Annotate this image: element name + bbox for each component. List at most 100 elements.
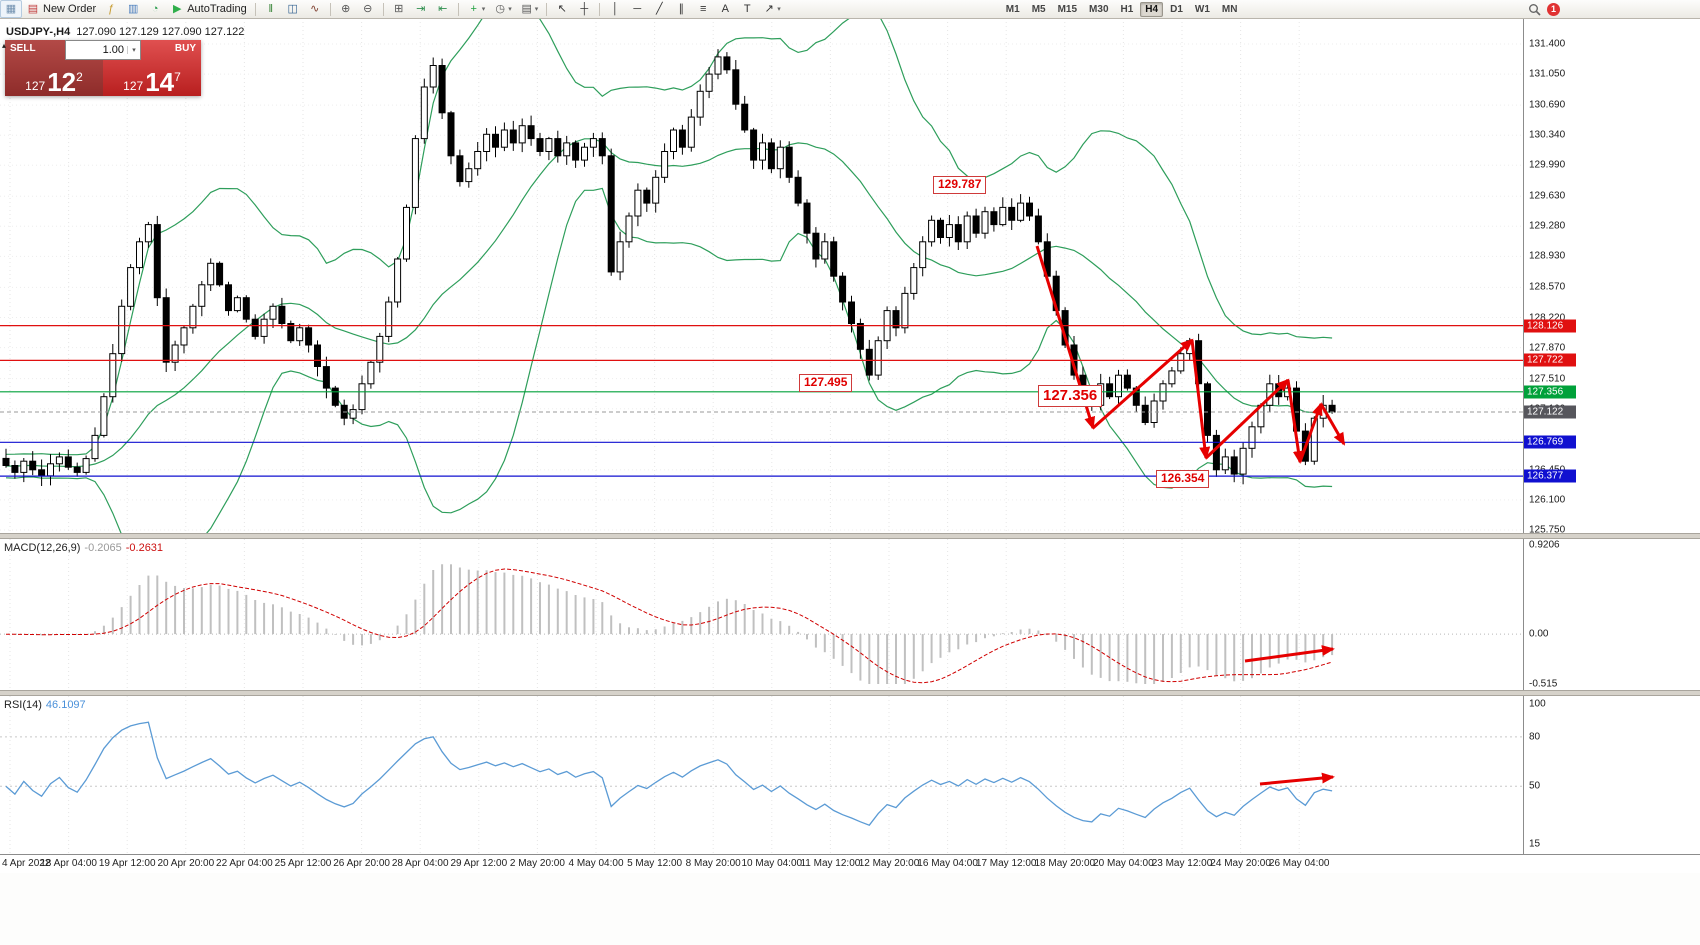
autotrading-button: ▶ [172,3,182,15]
strategy-tester-icon[interactable]: ◔ [144,0,166,18]
ohlc-values: 127.090 127.129 127.090 127.122 [76,26,245,38]
timeframe-m5[interactable]: M5 [1031,3,1046,15]
time-axis[interactable]: 4 Apr 2022 18 Apr 04:00 19 Apr 12:00 20 Apr… [0,854,1700,873]
volume-input[interactable]: 1.00 ▾ [65,40,141,60]
zoom-out-icon: ⊖ [363,3,373,15]
search-icon[interactable] [1528,3,1541,16]
one-click-trading-panel: SELL 127 12 2 BUY 127 14 7 1.00 ▾ [5,40,201,96]
volume-dropdown-icon[interactable]: ▾ [127,46,140,54]
timeframe-mn[interactable]: MN [1221,3,1238,15]
time-tick-label: 28 Apr 04:00 [391,858,449,869]
text-label-icon[interactable]: T [736,0,758,18]
line-chart-icon[interactable]: ∿ [304,0,326,18]
axis-tick-label: 130.690 [1529,99,1566,111]
timeframe-h1[interactable]: H1 [1120,3,1134,15]
new-order-button[interactable]: ▤ New Order [22,0,100,18]
axis-tick-label: 0.00 [1529,628,1549,640]
axis-tick-label: 130.340 [1529,129,1566,141]
axis-tick-label: 129.280 [1529,220,1566,232]
arrows-icon[interactable]: ↗ ▾ [758,0,785,18]
chart-shift-icon: ⇤ [438,3,448,15]
auto-scroll-icon[interactable]: ⇥ [410,0,432,18]
templates-icon: ▤ [521,3,532,15]
macd-panel[interactable]: MACD(12,26,9) -0.2065 -0.2631 [0,539,1523,690]
chevron-down-icon[interactable]: ▾ [534,6,539,13]
price-tag: 127.722 [1524,353,1576,367]
time-tick-label: 17 May 12:00 [975,858,1037,869]
buy-price-main: 127 [123,79,144,93]
periods-icon[interactable]: ◷ ▾ [489,0,516,18]
sell-price-sup: 2 [76,70,83,84]
timeframe-group: M1 M5 M15 M30 H1 H4 D1 W1 MN [1000,1,1244,17]
price-annotation[interactable]: 126.354 [1156,470,1210,488]
trendline-icon[interactable]: ╱ [648,0,670,18]
price-tag: 126.377 [1524,469,1576,483]
price-tag: 128.126 [1524,319,1576,333]
notification-badge[interactable]: 1 [1547,2,1560,16]
price-tag: 127.356 [1524,385,1576,399]
symbol-label: USDJPY-,H4 [6,26,71,38]
chart-shift-icon[interactable]: ⇤ [432,0,454,18]
sell-price: 127 12 2 [5,69,103,95]
channel-icon[interactable]: ∥ [670,0,692,18]
fibonacci-icon[interactable]: ≡ [692,0,714,18]
text-icon[interactable]: A [714,0,736,18]
axis-tick-label: 131.400 [1529,38,1566,50]
buy-price-sup: 7 [174,70,181,84]
timeframe-w1[interactable]: W1 [1194,3,1210,15]
panel-divider[interactable] [0,533,1700,539]
new-order-button-label: New Order [43,3,97,15]
zoom-in-icon[interactable]: ⊕ [335,0,357,18]
rsi-panel[interactable]: RSI(14) 46.1097 [0,696,1523,854]
indicators-icon[interactable]: + ▾ [463,0,490,18]
vertical-line-icon: │ [611,3,619,15]
timeframe-d1[interactable]: D1 [1170,3,1183,15]
timeframe-m1[interactable]: M1 [1005,3,1020,15]
timeframe-m30[interactable]: M30 [1089,3,1109,15]
time-tick-label: 4 Apr 2022 [2,858,51,869]
panel-divider[interactable] [0,690,1700,696]
time-tick-label: 2 May 20:00 [509,858,565,869]
toolbar-right-group: 1 [1528,2,1560,16]
price-annotation[interactable]: 129.787 [933,176,987,194]
crosshair-icon[interactable]: ┼ [573,0,595,18]
axis-tick-label: 127.870 [1529,342,1566,354]
chevron-down-icon[interactable]: ▾ [777,6,781,13]
horizontal-line-icon[interactable]: ─ [626,0,648,18]
candlestick-icon[interactable]: ◫ [282,0,304,18]
cursor-icon[interactable]: ↖ [551,0,573,18]
axis-tick-label: -0.515 [1529,678,1558,690]
price-annotation[interactable]: 127.495 [799,374,853,392]
main-chart-panel[interactable]: USDJPY-,H4 127.090 127.129 127.090 127.12… [0,18,1523,533]
price-annotation[interactable]: 127.356 [1038,385,1103,407]
sell-price-main: 127 [25,79,46,93]
bar-chart-icon[interactable]: ‖ [260,0,282,18]
buy-price-big: 14 [145,67,175,97]
price-tag: 126.769 [1524,435,1576,449]
zoom-out-icon[interactable]: ⊖ [357,0,379,18]
metaeditor-icon[interactable]: ƒ [100,0,122,18]
time-tick-label: 19 Apr 12:00 [98,858,156,869]
market-watch-icon[interactable]: ▥ [122,0,144,18]
one-click-collapse-icon[interactable]: ▴ [2,41,7,50]
time-tick-label: 29 Apr 12:00 [450,858,508,869]
tile-windows-icon[interactable]: ⊞ [388,0,410,18]
toolbar-separator [329,2,331,16]
text-label-icon: T [743,3,751,15]
chart-window-icon[interactable]: ▦ [0,0,22,18]
fibonacci-icon: ≡ [700,3,707,15]
timeframe-h4[interactable]: H4 [1140,1,1164,17]
timeframe-m15[interactable]: M15 [1057,3,1078,15]
vertical-line-icon[interactable]: │ [604,0,626,18]
autotrading-button[interactable]: ▶ AutoTrading [166,0,251,18]
time-tick-label: 18 May 20:00 [1034,858,1096,869]
main-chart-canvas[interactable] [0,18,1523,533]
price-axis[interactable]: 131.400 131.050 130.690 130.340 129.990 129.6… [1523,18,1700,854]
templates-icon[interactable]: ▤ ▾ [516,0,543,18]
time-tick-label: 24 May 20:00 [1210,858,1271,869]
axis-tick-label: 131.050 [1529,68,1566,80]
price-tag: 127.122 [1524,405,1576,419]
chevron-down-icon[interactable]: ▾ [481,6,486,13]
chevron-down-icon[interactable]: ▾ [508,6,512,13]
axis-tick-label: 128.930 [1529,250,1566,262]
